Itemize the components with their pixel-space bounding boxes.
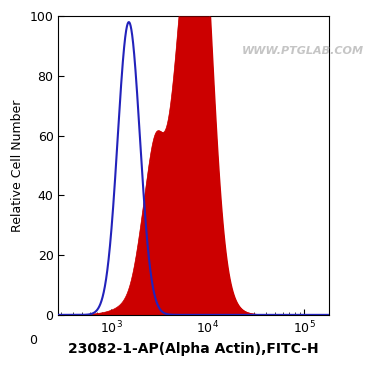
Y-axis label: Relative Cell Number: Relative Cell Number xyxy=(11,99,24,232)
X-axis label: 23082-1-AP(Alpha Actin),FITC-H: 23082-1-AP(Alpha Actin),FITC-H xyxy=(68,342,319,356)
Text: WWW.PTGLAB.COM: WWW.PTGLAB.COM xyxy=(242,46,364,56)
Text: 0: 0 xyxy=(29,334,37,347)
